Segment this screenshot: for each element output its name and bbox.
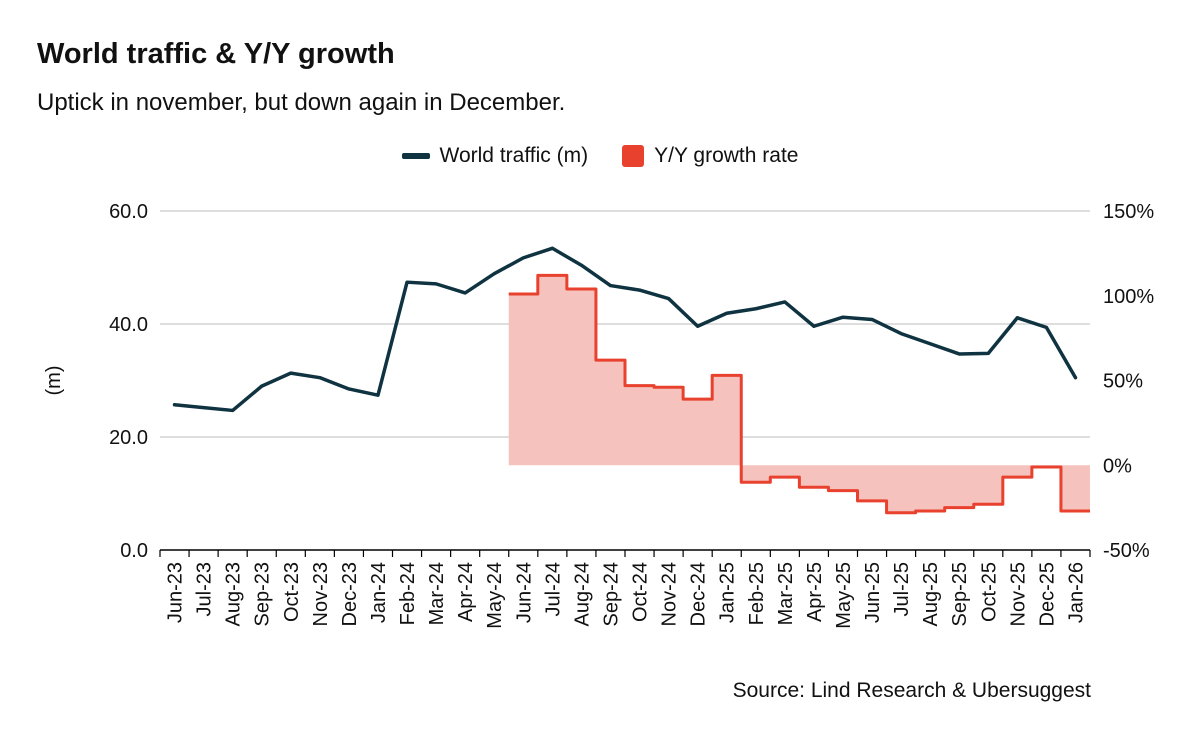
x-tick-label: Dec-23 (339, 562, 361, 626)
traffic-point (812, 324, 816, 328)
traffic-point (1044, 325, 1048, 329)
x-tick-label: Jan-26 (1065, 562, 1087, 623)
traffic-point (1073, 376, 1077, 380)
traffic-point (986, 351, 990, 355)
traffic-point (1015, 316, 1019, 320)
x-tick-label: Aug-25 (920, 562, 942, 627)
x-tick-label: May-24 (484, 562, 506, 629)
x-tick-label: Jan-24 (368, 562, 390, 623)
legend-swatch-traffic (401, 153, 430, 159)
traffic-point (957, 352, 961, 356)
traffic-point (376, 393, 380, 397)
y2-tick-label: 100% (1103, 286, 1154, 308)
x-tick-label: Sep-25 (949, 562, 971, 627)
traffic-point (231, 408, 235, 412)
x-tick-label: Feb-25 (746, 562, 768, 625)
traffic-point (841, 315, 845, 319)
x-tick-label: Oct-25 (978, 562, 1000, 622)
traffic-point (434, 282, 438, 286)
x-tick-label: Nov-24 (659, 562, 681, 626)
x-tick-label: Mar-24 (426, 562, 448, 625)
y-tick-label: 60.0 (109, 201, 148, 223)
legend-label-growth: Y/Y growth rate (654, 144, 799, 167)
x-tick-label: Oct-24 (630, 562, 652, 622)
x-tick-label: Jun-24 (513, 562, 535, 623)
traffic-point (202, 406, 206, 410)
legend-label-traffic: World traffic (m) (439, 144, 589, 167)
traffic-point (260, 384, 264, 388)
growth-area (508, 275, 1090, 513)
traffic-point (667, 297, 671, 301)
y2-tick-label: -50% (1103, 540, 1150, 562)
traffic-point (696, 324, 700, 328)
traffic-point (870, 317, 874, 321)
x-tick-label: Nov-23 (310, 562, 332, 626)
y2-tick-label: 0% (1103, 455, 1132, 477)
y-tick-label: 20.0 (109, 427, 148, 449)
x-tick-label: Dec-24 (688, 562, 710, 626)
traffic-point (463, 291, 467, 295)
legend: World traffic (m) Y/Y growth rate (0, 144, 1200, 168)
x-tick-label: Jul-23 (194, 562, 216, 616)
x-tick-label: Jul-25 (891, 562, 913, 616)
traffic-line (172, 246, 1078, 413)
x-tick-label: Dec-25 (1036, 562, 1058, 626)
x-tick-label: Apr-24 (455, 562, 477, 622)
x-tick-label: Feb-24 (397, 562, 419, 625)
x-tick-label: Mar-25 (775, 562, 797, 625)
traffic-point (579, 263, 583, 267)
y-tick-label: 40.0 (109, 314, 148, 336)
traffic-point (783, 300, 787, 304)
x-tick-label: Jun-25 (862, 562, 884, 623)
x-tick-label: May-25 (833, 562, 855, 629)
traffic-point (173, 403, 177, 407)
traffic-point (899, 332, 903, 336)
y2-tick-label: 50% (1103, 371, 1143, 393)
traffic-point (521, 256, 525, 260)
traffic-point (608, 284, 612, 288)
traffic-point (492, 272, 496, 276)
legend-swatch-growth (622, 145, 645, 167)
traffic-point (638, 288, 642, 292)
traffic-point (928, 342, 932, 346)
legend-item-traffic: World traffic (m) (401, 144, 589, 168)
x-tick-label: Sep-24 (600, 562, 622, 627)
x-tick-label: Jul-24 (542, 562, 564, 616)
x-tick-label: Jan-25 (717, 562, 739, 623)
chart-subtitle: Uptick in november, but down again in De… (37, 89, 566, 116)
x-tick-label: Jun-23 (165, 562, 187, 623)
source-note: Source: Lind Research & Ubersuggest (732, 679, 1091, 702)
traffic-point (289, 371, 293, 375)
chart-title: World traffic & Y/Y growth (37, 38, 395, 70)
x-tick-label: Aug-24 (571, 562, 593, 627)
traffic-point (405, 280, 409, 284)
traffic-point (550, 246, 554, 250)
y-tick-label: 0.0 (120, 540, 148, 562)
legend-item-growth: Y/Y growth rate (622, 144, 798, 168)
traffic-point (754, 307, 758, 311)
y-axis-title: (m) (43, 366, 65, 396)
y2-tick-label: 150% (1103, 201, 1154, 223)
x-tick-label: Sep-23 (252, 562, 274, 627)
traffic-point (725, 311, 729, 315)
traffic-point (318, 376, 322, 380)
x-tick-label: Aug-23 (223, 562, 245, 627)
x-tick-label: Oct-23 (281, 562, 303, 622)
x-tick-label: Nov-25 (1007, 562, 1029, 626)
growth-line (508, 273, 1090, 515)
x-tick-label: Apr-25 (804, 562, 826, 622)
traffic-point (347, 387, 351, 391)
